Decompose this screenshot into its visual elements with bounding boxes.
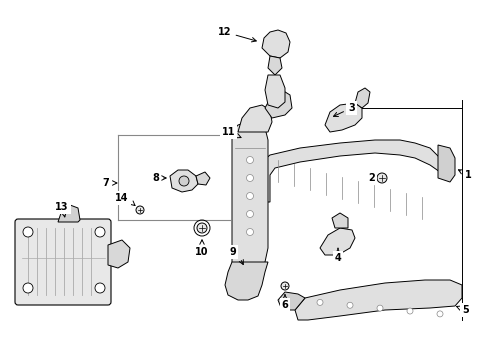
Polygon shape (278, 292, 305, 310)
Circle shape (197, 223, 207, 233)
Polygon shape (295, 280, 462, 320)
Text: 1: 1 (459, 170, 472, 180)
Text: 5: 5 (457, 305, 469, 315)
Circle shape (23, 227, 33, 237)
Circle shape (23, 283, 33, 293)
Text: 14: 14 (115, 193, 129, 203)
Circle shape (246, 211, 253, 217)
Text: 9: 9 (230, 247, 236, 257)
Polygon shape (355, 88, 370, 108)
Text: 13: 13 (55, 202, 69, 212)
Circle shape (377, 173, 387, 183)
Polygon shape (170, 170, 198, 192)
Polygon shape (196, 172, 210, 185)
Polygon shape (262, 30, 290, 58)
Text: 11: 11 (222, 127, 241, 138)
Circle shape (281, 282, 289, 290)
Polygon shape (58, 205, 80, 222)
Polygon shape (320, 228, 355, 255)
Circle shape (136, 206, 144, 214)
Polygon shape (108, 240, 130, 268)
Circle shape (179, 176, 189, 186)
Circle shape (437, 311, 443, 317)
Polygon shape (265, 75, 285, 108)
Text: 7: 7 (102, 178, 109, 188)
Text: 2: 2 (368, 173, 377, 183)
Text: 8: 8 (152, 173, 166, 183)
Polygon shape (265, 90, 292, 118)
Text: 12: 12 (218, 27, 256, 42)
Text: 3: 3 (334, 103, 355, 117)
Circle shape (246, 157, 253, 163)
Circle shape (246, 229, 253, 235)
Circle shape (246, 175, 253, 181)
Circle shape (246, 193, 253, 199)
Polygon shape (232, 122, 268, 272)
Polygon shape (325, 103, 362, 132)
Text: 6: 6 (282, 295, 289, 310)
Circle shape (407, 308, 413, 314)
Text: 4: 4 (335, 248, 342, 263)
FancyBboxPatch shape (15, 219, 111, 305)
Polygon shape (225, 262, 268, 300)
Circle shape (95, 227, 105, 237)
Circle shape (317, 300, 323, 305)
Circle shape (347, 302, 353, 308)
Circle shape (377, 305, 383, 311)
Polygon shape (238, 105, 272, 132)
Polygon shape (438, 145, 455, 182)
Polygon shape (268, 56, 282, 75)
Text: 10: 10 (195, 247, 209, 257)
Polygon shape (258, 140, 440, 202)
Polygon shape (332, 213, 348, 228)
Circle shape (95, 283, 105, 293)
